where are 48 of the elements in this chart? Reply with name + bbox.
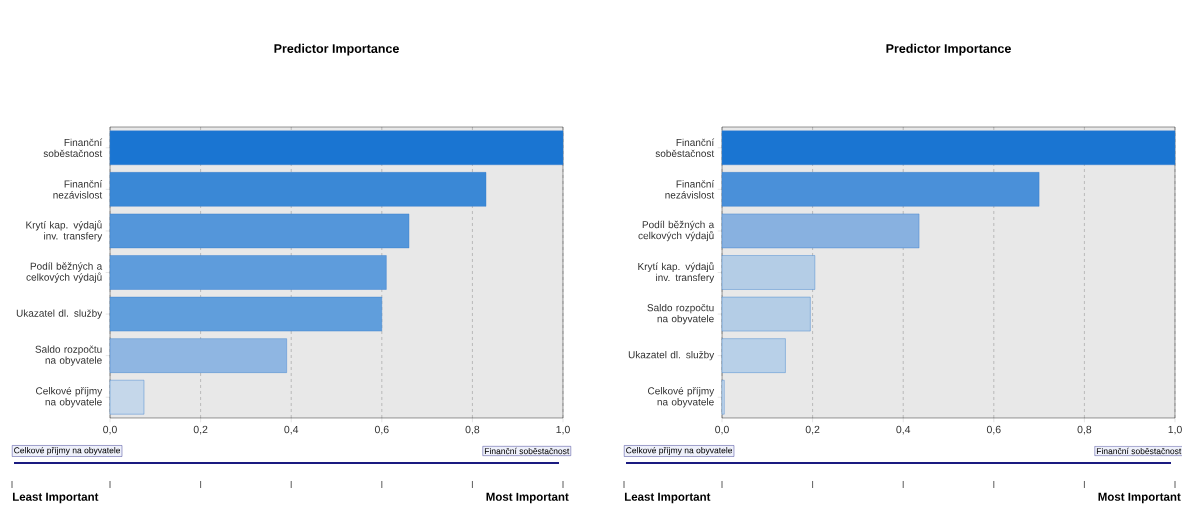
x-tick-label: 0,6 <box>986 425 1001 435</box>
text: Least Important <box>624 492 711 504</box>
chart-title: Predictor Importance <box>886 43 1011 56</box>
x-tick-label: 0,0 <box>715 425 729 435</box>
x-tick-label: 0,2 <box>193 425 208 435</box>
y-tick-label: Ukazatel dl. služby <box>628 350 715 361</box>
y-tick-label: Finanční soběstačnost <box>43 138 103 158</box>
x-tick-label: 0,4 <box>284 425 299 435</box>
bar <box>721 213 920 249</box>
text: Most Important <box>486 492 569 504</box>
x-tick-label: 0,2 <box>805 425 820 435</box>
y-tick-label: Finanční nezávislost <box>53 180 103 199</box>
bar <box>721 380 725 415</box>
bar <box>721 338 786 373</box>
text: Finanční soběstačnost <box>484 447 570 455</box>
y-tick-label: Podíl běžných a celkových výdajů <box>638 220 715 242</box>
x-tick-label: 0,8 <box>465 425 480 435</box>
y-tick-label: Krytí kap. výdajů inv. transfery <box>638 261 715 284</box>
bar <box>109 213 410 249</box>
x-tick-label: 0,6 <box>374 425 389 435</box>
x-tick-label: 0,4 <box>896 425 911 435</box>
bar <box>109 255 387 290</box>
y-tick-label: Finanční nezávislost <box>665 180 715 199</box>
bar <box>721 130 1176 165</box>
text: Least Important <box>12 492 99 504</box>
bar <box>721 296 811 332</box>
bar <box>109 338 287 373</box>
bar <box>109 380 145 415</box>
y-tick-label: Ukazatel dl. služby <box>16 309 103 319</box>
bar <box>721 255 816 290</box>
y-tick-label: Finanční soběstačnost <box>655 138 715 158</box>
bar <box>109 130 564 165</box>
y-tick-label: Krytí kap. výdajů inv. transfery <box>26 220 103 242</box>
x-tick-label: 1,0 <box>556 425 570 435</box>
bar <box>109 172 487 207</box>
x-tick-label: 0,0 <box>103 425 117 435</box>
y-tick-label: Podíl běžných a celkových výdajů <box>26 262 103 283</box>
x-tick-label: 0,8 <box>1077 425 1092 435</box>
chart-title: Predictor Importance <box>274 43 399 56</box>
bar <box>721 172 1040 207</box>
y-tick-label: Celkové příjmy na obyvatele <box>648 386 715 408</box>
bar <box>109 296 383 332</box>
y-tick-label: Saldo rozpočtu na obyvatele <box>647 303 714 325</box>
x-tick-label: 1,0 <box>1168 425 1182 435</box>
text: Finanční soběstačnost <box>1096 447 1182 455</box>
text: Most Important <box>1098 492 1181 504</box>
y-tick-label: Saldo rozpočtu na obyvatele <box>35 345 102 366</box>
y-tick-label: Celkové příjmy na obyvatele <box>36 386 103 408</box>
